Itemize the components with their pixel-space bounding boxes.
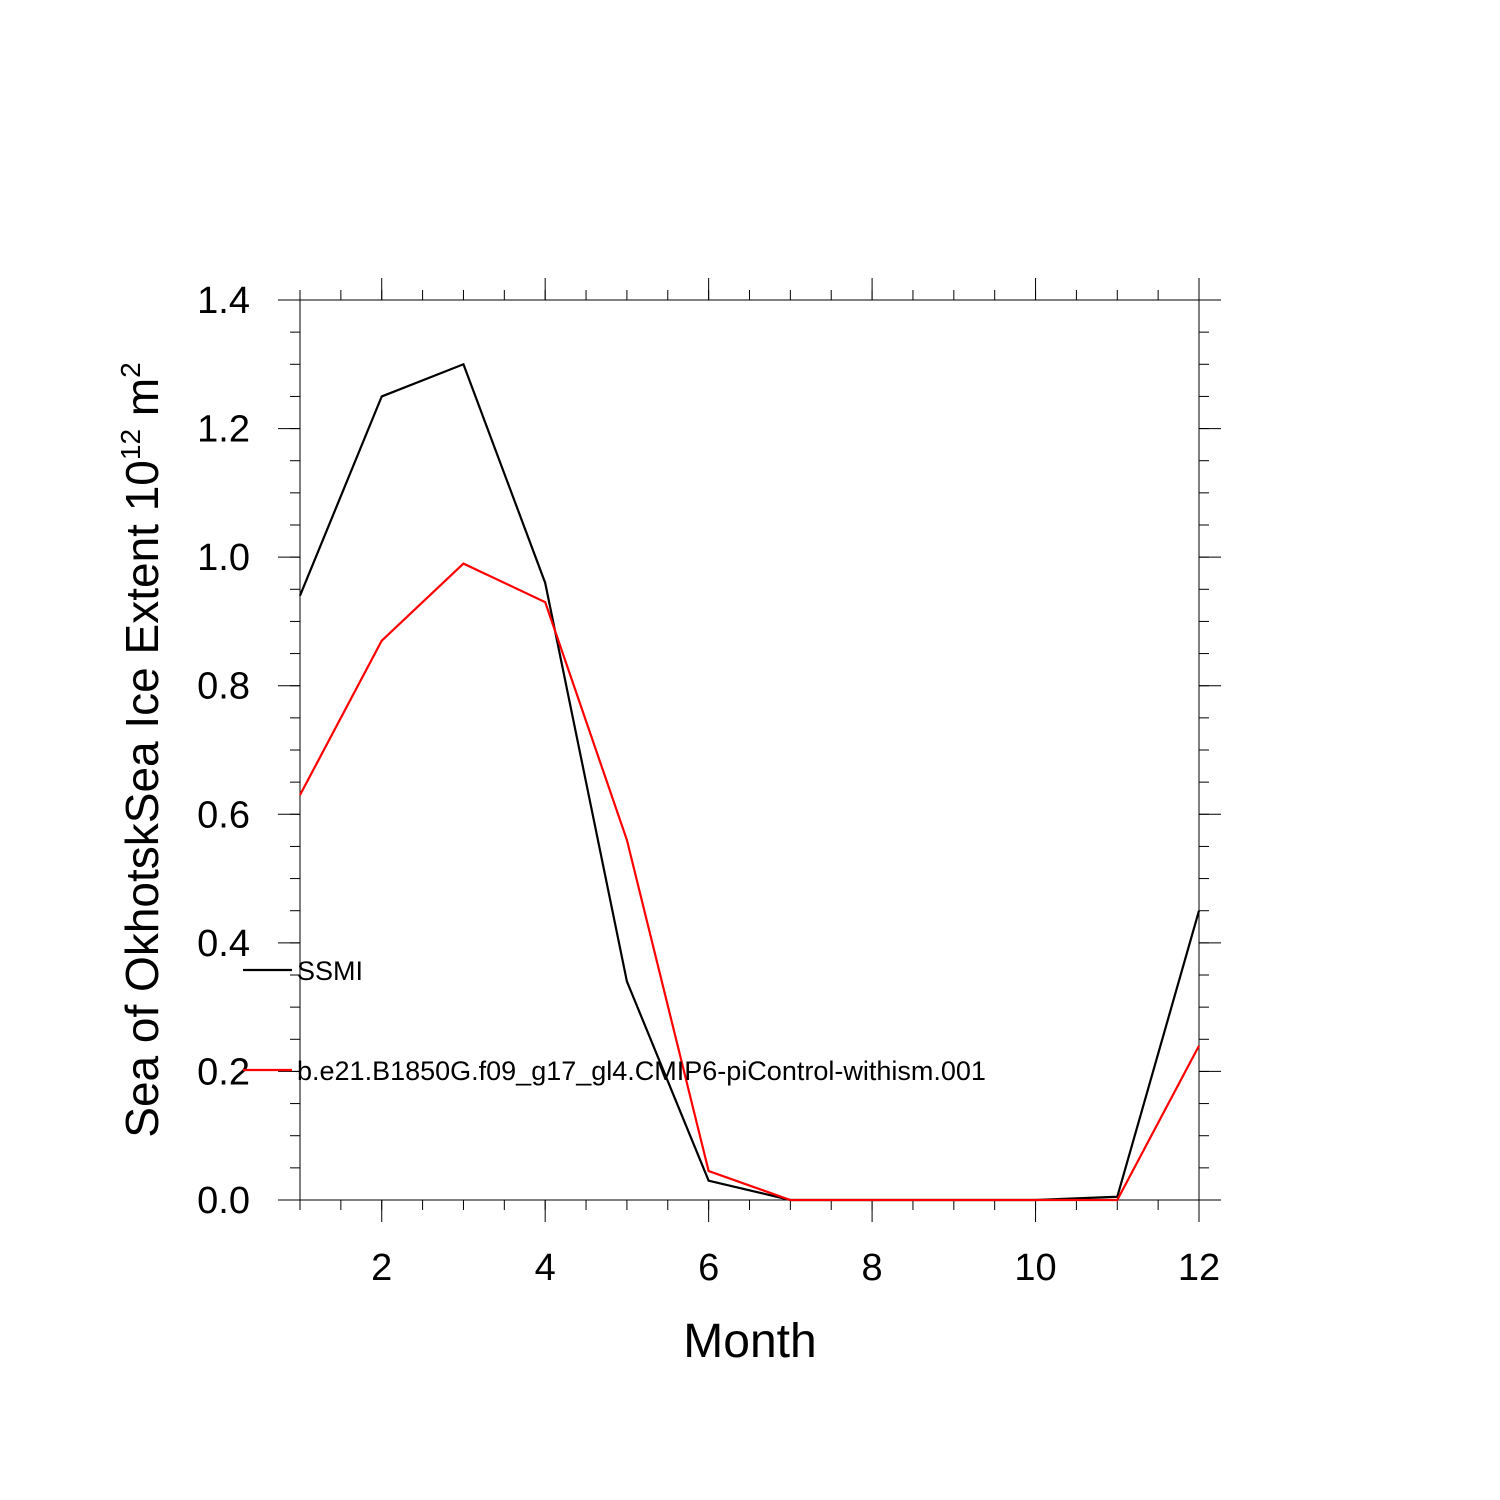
series-lines [298, 362, 1201, 1202]
legend: SSMI b.e21.B1850G.f09_g17_gl4.CMIP6-piCon… [243, 956, 986, 1086]
y-tick-label: 0.8 [197, 666, 250, 708]
y-axis-title-main: Sea of OkhotskSea Ice Extent 10 [116, 460, 168, 1138]
y-tick-labels: 0.0 0.2 0.4 0.6 0.8 1.0 1.2 1.4 [197, 280, 250, 1222]
x-tick-label: 10 [1014, 1247, 1056, 1289]
y-tick-label: 0.4 [197, 923, 250, 965]
y-axis-title: Sea of OkhotskSea Ice Extent 1012 m2 [115, 362, 168, 1137]
x-tick-label: 6 [698, 1247, 719, 1289]
y-tick-label: 0.0 [197, 1180, 250, 1222]
y-tick-label: 1.4 [197, 280, 250, 322]
x-tick-label: 4 [535, 1247, 556, 1289]
legend-label-2: b.e21.B1850G.f09_g17_gl4.CMIP6-piControl… [297, 1056, 986, 1086]
x-tick-label: 2 [371, 1247, 392, 1289]
y-axis-title-exponent: 12 [115, 429, 146, 460]
x-tick-label: 8 [862, 1247, 883, 1289]
x-tick-label: 12 [1178, 1247, 1220, 1289]
y-tick-label: 0.6 [197, 794, 250, 836]
x-tick-labels: 2 4 6 8 10 12 [371, 1247, 1220, 1289]
major-ticks [278, 278, 1221, 1222]
y-tick-label: 1.0 [197, 537, 250, 579]
y-tick-label: 1.2 [197, 409, 250, 451]
legend-label-1: SSMI [297, 956, 363, 986]
series-line-2 [299, 562, 1200, 1202]
y-axis-title-unit: m [116, 378, 168, 429]
x-axis-title: Month [683, 1315, 816, 1368]
y-axis-title-unit-exponent: 2 [115, 362, 146, 378]
y-tick-label: 0.2 [197, 1051, 250, 1093]
